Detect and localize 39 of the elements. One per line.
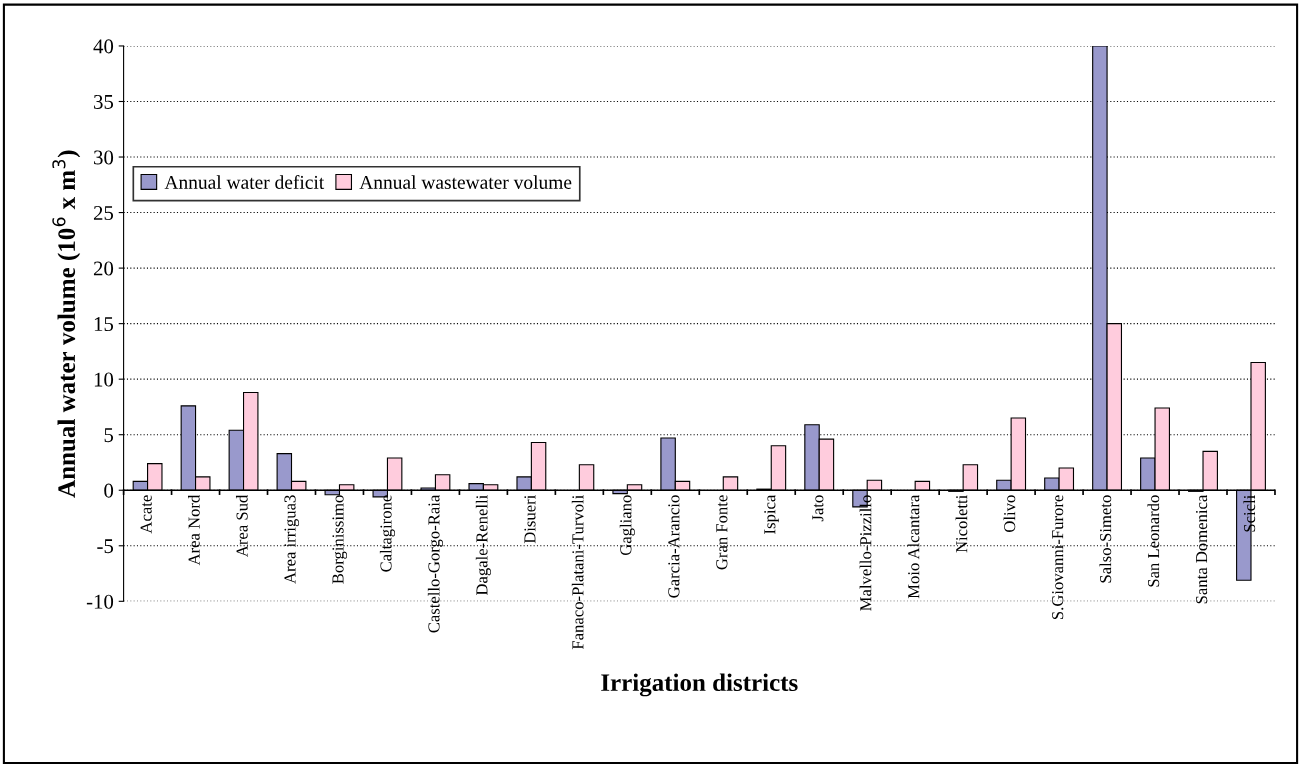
x-tick-label: Olivo bbox=[1003, 495, 1016, 532]
y-tick-label: 25 bbox=[93, 206, 114, 220]
x-tick-label: Disueri bbox=[524, 495, 536, 544]
x-tick-label: Malvello-Pizzillo bbox=[859, 495, 872, 611]
y-axis-title: Annual water volume (10$^{6}$ x m$^{3}$) bbox=[52, 150, 81, 498]
x-tick-label: Castello-Gorgo-Raia bbox=[427, 494, 444, 633]
x-tick-label: Ispica bbox=[764, 494, 779, 534]
y-tick-label: 10 bbox=[94, 372, 114, 387]
x-tick-label: Area Sud bbox=[235, 494, 248, 557]
x-tick-label: Caltagirone bbox=[379, 495, 396, 572]
y-tick-label: 15 bbox=[94, 317, 114, 332]
x-tick-label: Salso-Simeto bbox=[1099, 495, 1112, 583]
x-tick-label: Gagliano bbox=[619, 495, 635, 556]
x-axis-title: Irrigation districts bbox=[601, 673, 798, 697]
x-tick-label: Garcia-Arancio bbox=[668, 495, 680, 598]
y-tick-label: 0 bbox=[104, 483, 114, 498]
x-tick-label: Acate bbox=[140, 495, 152, 534]
legend-label: Annual wastewater volume bbox=[359, 175, 572, 189]
x-tick-label: Santa Domenica bbox=[1195, 494, 1208, 604]
y-tick-label: -5 bbox=[97, 539, 114, 554]
x-tick-label: Jato bbox=[812, 495, 824, 522]
x-tick-label: Dagale-Renelli bbox=[475, 495, 491, 596]
x-tick-label: Moio Alcantara bbox=[907, 494, 920, 599]
x-tick-label: Area irrigua3 bbox=[284, 495, 300, 584]
y-tick-label: 5 bbox=[104, 428, 114, 443]
legend-label: Annual water deficit bbox=[164, 175, 325, 189]
x-tick-label: Nicoletti bbox=[955, 495, 968, 553]
x-tick-label: San Leonardo bbox=[1147, 495, 1160, 587]
x-tick-label: Borginissimo bbox=[332, 495, 348, 584]
y-tick-label: -10 bbox=[86, 594, 114, 609]
y-tick-label: 40 bbox=[93, 39, 114, 54]
x-tick-label: Area Nord bbox=[188, 494, 200, 566]
x-tick-label: S.Giovanni-Furore bbox=[1052, 495, 1064, 620]
y-tick-label: 20 bbox=[93, 261, 114, 276]
x-tick-label: Gran Fonte bbox=[716, 495, 728, 570]
x-tick-label: Scicli bbox=[1243, 495, 1256, 532]
x-tick-label: Fanaco-Platani-Turvoli bbox=[571, 495, 584, 650]
y-tick-label: 35 bbox=[94, 94, 114, 109]
y-tick-label: 30 bbox=[94, 150, 114, 165]
